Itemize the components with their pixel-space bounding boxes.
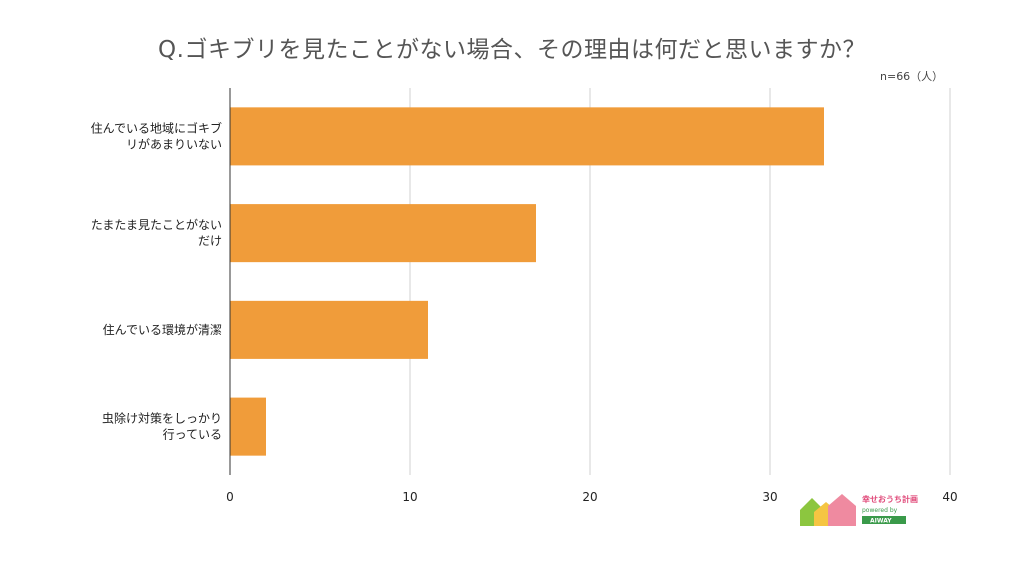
- category-label: 住んでいる地域にゴキブ: [91, 120, 222, 135]
- brand-logo: 幸せおうち計画 powered by AIWAY: [800, 494, 918, 526]
- category-label: だけ: [198, 234, 222, 248]
- bars: [230, 107, 824, 456]
- logo-powered-by: powered by: [862, 507, 898, 514]
- x-tick-label: 10: [402, 490, 417, 504]
- bar: [230, 300, 428, 359]
- bar: [230, 204, 536, 263]
- x-tick-label: 40: [942, 490, 957, 504]
- category-label: たまたま見たことがない: [91, 217, 222, 232]
- logo-brand: AIWAY: [870, 518, 892, 525]
- category-labels: 住んでいる地域にゴキブリがあまりいないたまたま見たことがないだけ住んでいる環境が…: [91, 120, 222, 441]
- category-label: 虫除け対策をしっかり: [102, 411, 222, 426]
- sample-size-note: n=66（人）: [880, 70, 944, 83]
- chart-title: Q.ゴキブリを見たことがない場合、その理由は何だと思いますか？: [158, 37, 866, 63]
- logo-brand-badge: [862, 516, 906, 524]
- category-label: リがあまりいない: [126, 136, 222, 151]
- x-tick-labels: 0 10 20 30 40: [226, 490, 957, 504]
- logo-name: 幸せおうち計画: [862, 494, 918, 504]
- category-label: 行っている: [163, 428, 222, 442]
- x-tick-label: 30: [762, 490, 777, 504]
- category-label: 住んでいる環境が清潔: [103, 322, 222, 337]
- x-tick-label: 20: [582, 490, 597, 504]
- house-pink-icon: [828, 494, 856, 526]
- x-tick-label: 0: [226, 490, 234, 504]
- bar: [230, 107, 824, 166]
- bar: [230, 397, 266, 456]
